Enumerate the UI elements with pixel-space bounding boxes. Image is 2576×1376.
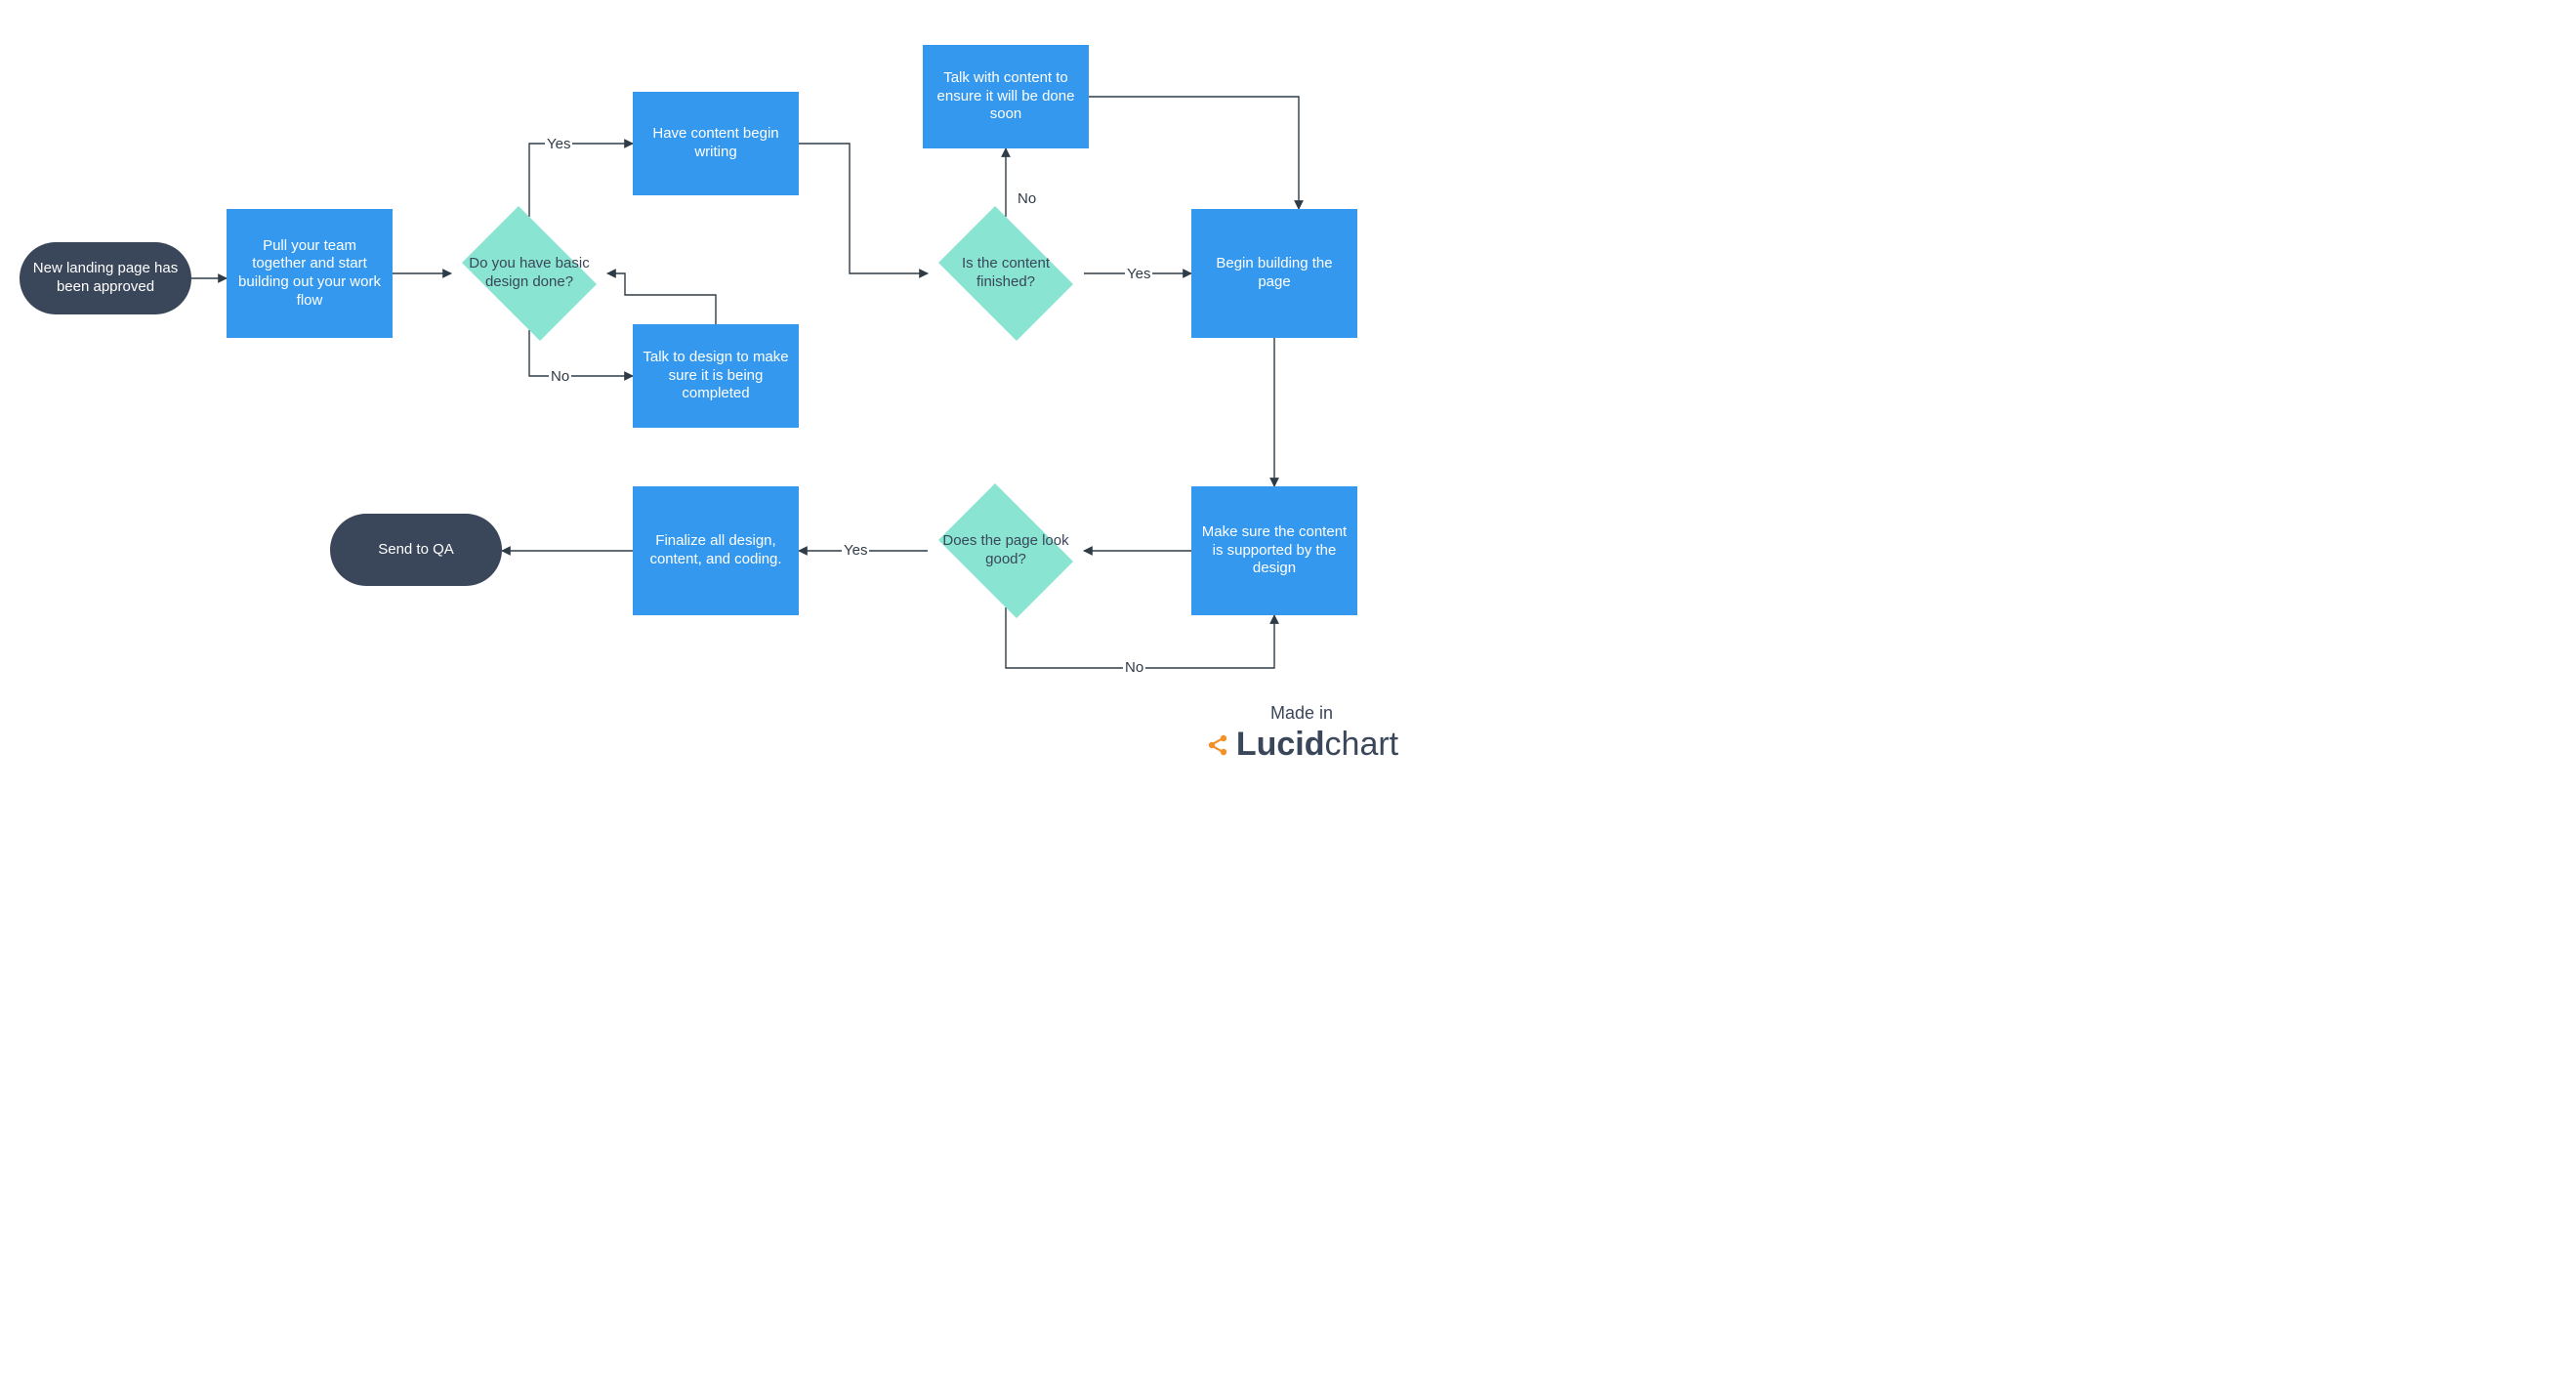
edge-have-to-d_content — [799, 144, 928, 273]
edge-label-d_look-support: No — [1123, 660, 1145, 675]
node-label: Is the content finished? — [928, 217, 1084, 330]
terminator-start: New landing page has been approved — [20, 242, 191, 314]
process-talkd: Talk to design to make sure it is being … — [633, 324, 799, 428]
lucidchart-logo-icon — [1205, 732, 1230, 758]
attribution-made-in: Made in — [1180, 703, 1424, 724]
edge-talkc-to-begin — [1089, 97, 1299, 209]
attribution-brand-bold: Lucid — [1236, 726, 1325, 763]
edge-talkd-to-d_design — [607, 273, 716, 324]
attribution-brand-text: Lucidchart — [1236, 726, 1398, 764]
process-have: Have content begin writing — [633, 92, 799, 195]
edge-label-d_look-finalize: Yes — [842, 543, 869, 558]
attribution: Made in Lucidchart — [1180, 703, 1424, 764]
decision-d_design: Do you have basic design done? — [451, 217, 607, 330]
flowchart-canvas: New landing page has been approved Pull y… — [0, 0, 1465, 782]
edge-label-d_design-have: Yes — [545, 137, 572, 151]
process-pull: Pull your team together and start buildi… — [227, 209, 393, 338]
edge-d_design-to-have — [529, 144, 633, 217]
attribution-brand: Lucidchart — [1180, 726, 1424, 764]
process-begin: Begin building the page — [1191, 209, 1357, 338]
edge-label-d_design-talkd: No — [549, 369, 571, 384]
edge-label-d_content-talkc: No — [1016, 191, 1038, 206]
attribution-brand-rest: chart — [1325, 726, 1399, 763]
process-talkc: Talk with content to ensure it will be d… — [923, 45, 1089, 148]
node-label: Do you have basic design done? — [451, 217, 607, 330]
decision-d_content: Is the content finished? — [928, 217, 1084, 330]
edge-label-d_content-begin: Yes — [1125, 267, 1152, 281]
edge-d_design-to-talkd — [529, 330, 633, 376]
process-finalize: Finalize all design, content, and coding… — [633, 486, 799, 615]
process-support: Make sure the content is supported by th… — [1191, 486, 1357, 615]
terminator-qa: Send to QA — [330, 514, 502, 586]
node-label: Does the page look good? — [928, 494, 1084, 607]
decision-d_look: Does the page look good? — [928, 494, 1084, 607]
